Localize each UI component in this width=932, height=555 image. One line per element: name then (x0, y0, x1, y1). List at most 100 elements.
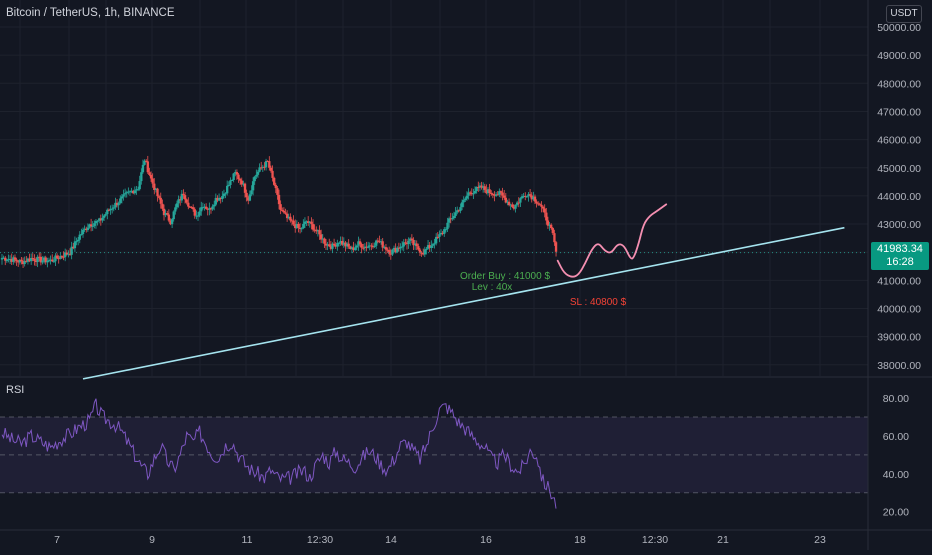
candle-body (428, 245, 431, 248)
candle (305, 220, 308, 227)
candle-body (0, 257, 4, 260)
candle (49, 255, 52, 265)
candle (362, 243, 365, 251)
candle (543, 204, 546, 218)
candle (72, 242, 75, 250)
candle-body (167, 214, 171, 221)
price-tick-label: 50000.00 (877, 22, 921, 34)
candle-body (290, 220, 294, 222)
candle-body (375, 240, 378, 246)
candle-body (68, 253, 72, 255)
candle-body (433, 243, 436, 245)
candle (358, 238, 362, 248)
candle (485, 184, 488, 195)
candle (221, 191, 224, 203)
candle-body (447, 218, 451, 223)
candle-body (193, 209, 196, 216)
candle (434, 233, 438, 246)
candle-body (38, 256, 41, 258)
candle-body (170, 219, 174, 225)
candle (219, 197, 222, 204)
candle-body (93, 223, 96, 226)
candle (294, 219, 297, 233)
currency-unit-button[interactable]: USDT (886, 5, 922, 23)
candle-body (345, 243, 349, 247)
candle-body (350, 247, 354, 249)
candle-body (209, 208, 213, 210)
stop-loss-annotation: SL : 40800 $ (570, 297, 627, 308)
candle-body (44, 257, 47, 263)
candle (507, 198, 511, 207)
candle (156, 187, 159, 202)
candle (133, 186, 137, 195)
candle-body (175, 203, 179, 208)
candle-body (250, 190, 253, 195)
candle (405, 239, 409, 250)
candle-body (191, 207, 195, 210)
candle-body (269, 167, 273, 171)
candle-body (486, 189, 490, 194)
candle-body (525, 196, 529, 198)
candle-body (511, 204, 514, 207)
candle (272, 176, 276, 187)
candle-body (357, 241, 360, 246)
candle (146, 155, 149, 174)
candle-body (363, 246, 367, 248)
candle (407, 237, 410, 249)
candle-body (138, 181, 141, 190)
time-tick-label: 23 (814, 534, 826, 546)
candle (525, 195, 529, 199)
candle (132, 189, 135, 195)
candle (175, 200, 179, 210)
price-tick-label: 48000.00 (877, 78, 921, 90)
candle (334, 242, 337, 249)
candle (546, 216, 550, 229)
candle-body (418, 249, 422, 253)
bar-countdown: 16:28 (886, 256, 914, 268)
candle (404, 238, 407, 246)
candle-body (188, 206, 192, 208)
candle-body (431, 244, 435, 246)
candle-body (371, 246, 375, 248)
candle (138, 175, 141, 191)
candle (386, 247, 389, 253)
candle-body (164, 213, 167, 216)
candle-body (127, 191, 130, 193)
candle-body (452, 215, 456, 219)
candle (170, 218, 174, 229)
candle-body (101, 217, 104, 221)
candle (191, 204, 195, 212)
candle (303, 217, 307, 229)
candle-body (157, 196, 161, 198)
candle (433, 238, 436, 249)
candle (384, 244, 388, 255)
candle-body (96, 220, 99, 222)
candle-body (294, 224, 297, 229)
candle (127, 187, 130, 195)
candle (412, 237, 415, 250)
candle-body (232, 173, 235, 181)
candle-body (441, 232, 444, 234)
candle-body (272, 177, 276, 185)
candle-body (434, 236, 438, 244)
candle (302, 219, 305, 230)
candle-body (60, 256, 64, 258)
candle-body (190, 206, 193, 208)
candle-body (532, 196, 535, 200)
candle (114, 197, 117, 210)
leverage-annotation: Lev : 40x (472, 282, 513, 293)
candle (533, 194, 537, 204)
candle (169, 218, 172, 226)
candle-body (503, 195, 506, 198)
candle (230, 179, 234, 182)
candle-body (198, 211, 201, 216)
candle-body (47, 260, 51, 262)
candle-body (402, 242, 405, 247)
candle-body (378, 241, 381, 243)
candle (251, 177, 255, 196)
candle-body (102, 215, 106, 218)
candle-body (235, 172, 239, 175)
candle (255, 169, 258, 179)
